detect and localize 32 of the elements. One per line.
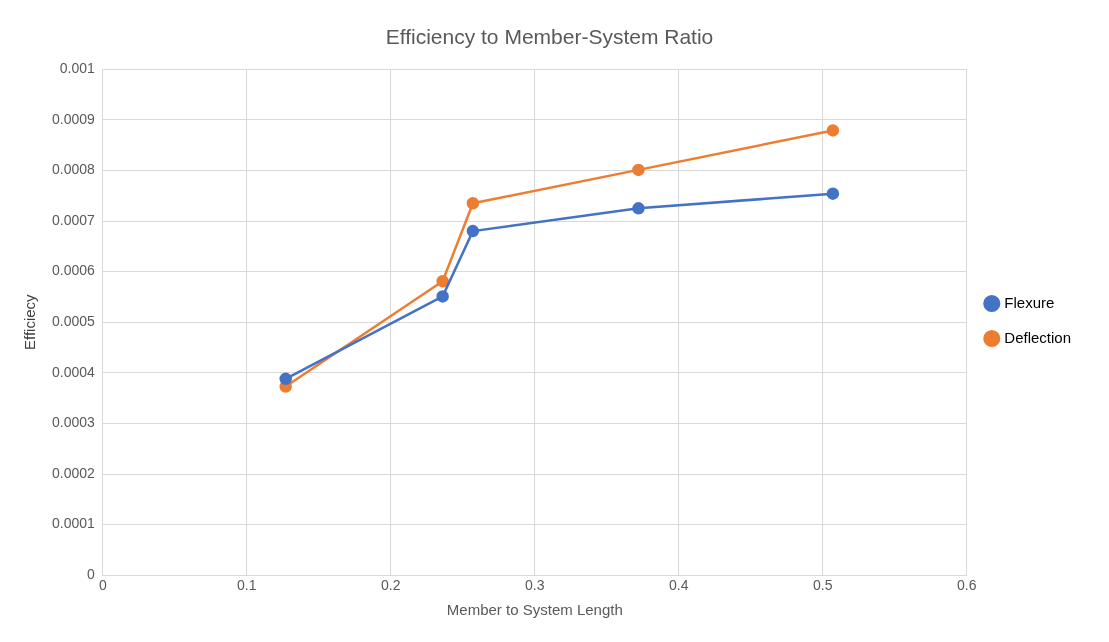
y-axis-title: Efficiecy — [21, 293, 39, 350]
x-tick-label: 0.1 — [237, 577, 257, 594]
chart-title: Efficiency to Member-System Ratio — [385, 25, 714, 49]
x-tick-label: 0 — [98, 577, 107, 594]
y-tick-label: 0.0006 — [51, 262, 96, 279]
y-tick-label: 0.0007 — [51, 211, 96, 228]
y-tick-label: 0.0003 — [51, 414, 96, 431]
legend-label: Deflection — [1004, 328, 1071, 346]
x-tick-label: 0.6 — [957, 577, 977, 594]
y-tick-label: 0.001 — [59, 60, 96, 77]
point — [436, 274, 449, 288]
legend-label: Flexure — [1004, 293, 1055, 311]
x-axis-title: Member to System Length — [446, 601, 623, 619]
point — [436, 290, 449, 303]
y-tick-label: 0 — [87, 566, 96, 583]
x-tick-label: 0.5 — [813, 577, 833, 594]
point — [466, 197, 480, 210]
y-tick-label: 0.0001 — [51, 515, 96, 532]
point — [466, 224, 480, 238]
x-tick-label: 0.2 — [381, 577, 401, 594]
point — [826, 187, 840, 200]
y-tick-label: 0.0005 — [51, 313, 96, 330]
x-tick-label: 0.3 — [525, 577, 545, 594]
point — [632, 202, 645, 215]
y-tick-label: 0.0009 — [51, 110, 96, 127]
y-tick-label: 0.0004 — [51, 363, 96, 380]
point — [632, 163, 645, 177]
y-tick-label: 0.0002 — [51, 464, 96, 481]
x-tick-label: 0.4 — [669, 577, 689, 594]
point — [279, 372, 292, 386]
y-tick-label: 0.0008 — [51, 161, 96, 178]
point — [826, 124, 840, 137]
